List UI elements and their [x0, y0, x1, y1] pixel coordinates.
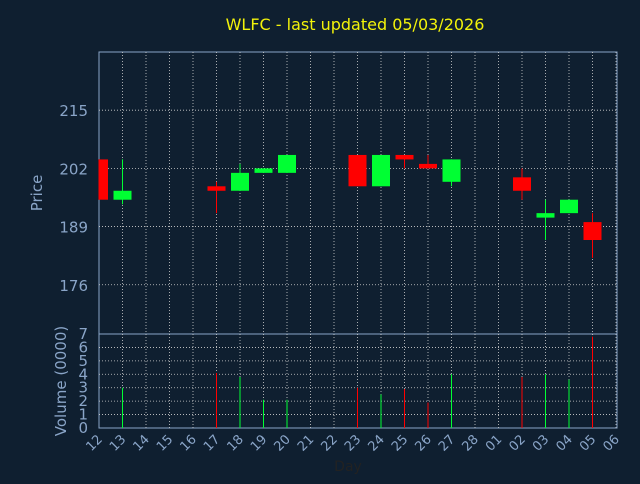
- price-tick-label: 202: [59, 160, 88, 178]
- x-tick-label: 27: [436, 432, 458, 454]
- x-tick-label: 01: [483, 432, 505, 454]
- candle-body: [395, 154, 414, 160]
- volume-tick-label: 1: [78, 406, 88, 424]
- candle-body: [583, 222, 602, 240]
- x-tick-label: 05: [577, 432, 599, 454]
- x-tick-label: 19: [248, 432, 270, 454]
- volume-tick-label: 2: [78, 392, 88, 410]
- x-tick-label: 13: [107, 432, 129, 454]
- x-tick-label: 02: [507, 432, 529, 454]
- price-tick-label: 215: [59, 102, 88, 120]
- x-tick-label: 06: [601, 432, 623, 454]
- x-tick-label: 04: [554, 432, 576, 454]
- x-tick-label: 22: [319, 432, 341, 454]
- volume-axis-label: Volume (0000): [52, 326, 70, 436]
- candle-body: [113, 190, 132, 200]
- volume-tick-label: 5: [78, 352, 88, 370]
- x-tick-label: 16: [178, 432, 200, 454]
- candle-body: [536, 213, 555, 218]
- volume-bars: [122, 336, 593, 428]
- volume-tick-label: 3: [78, 379, 88, 397]
- x-tick-label: 21: [295, 432, 317, 454]
- price-axis-label: Price: [28, 175, 46, 212]
- candle-body: [207, 186, 226, 191]
- candle-body: [513, 177, 531, 191]
- candle-body: [372, 154, 390, 187]
- x-tick-label: 20: [272, 432, 294, 454]
- x-tick-label: 14: [131, 432, 153, 454]
- chart-title: WLFC - last updated 05/03/2026: [226, 15, 485, 34]
- x-tick-label: 15: [154, 432, 176, 454]
- price-tick-label: 176: [59, 277, 88, 295]
- x-ticks: 12 13 14 15 16 17 18 19 20 21 22 23 24 25 26 27 28 01 02 03…: [84, 432, 623, 454]
- candle-body: [442, 159, 461, 182]
- x-tick-label: 25: [389, 432, 411, 454]
- volume-tick-label: 6: [78, 338, 88, 356]
- volume-tick-label: 0: [78, 419, 88, 437]
- volume-tick-label: 7: [78, 325, 88, 343]
- x-tick-label: 17: [201, 432, 223, 454]
- candle-body: [231, 172, 249, 191]
- x-axis-label: Day: [334, 459, 362, 475]
- x-tick-label: 18: [225, 432, 247, 454]
- candle-body: [99, 159, 108, 200]
- candle-body: [560, 199, 578, 214]
- x-tick-label: 23: [342, 432, 364, 454]
- candle-body: [419, 163, 437, 169]
- price-tick-label: 189: [59, 219, 88, 237]
- x-tick-label: 26: [413, 432, 435, 454]
- volume-tick-label: 4: [78, 365, 88, 383]
- candle-body: [254, 168, 273, 173]
- x-tick-label: 03: [530, 432, 552, 454]
- price-panel-frame: [98, 51, 618, 335]
- price-ticks: 215 202 189 176: [59, 102, 88, 295]
- candle-body: [348, 154, 367, 187]
- x-tick-label: 24: [366, 432, 388, 454]
- candle-body: [278, 154, 296, 173]
- candles: [98, 154, 602, 258]
- grid: [99, 52, 617, 428]
- x-tick-label: 28: [460, 432, 482, 454]
